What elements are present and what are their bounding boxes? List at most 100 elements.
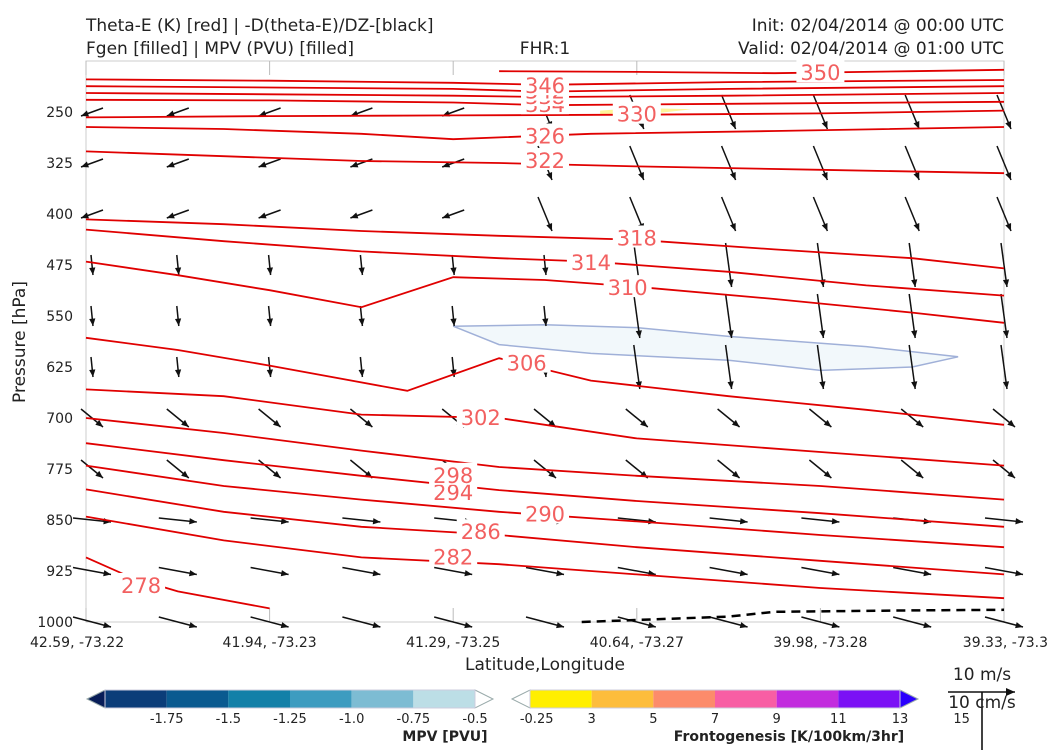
wind-vector-head xyxy=(915,419,924,427)
wind-vector-head xyxy=(103,570,111,577)
y-tick-label: 850 xyxy=(46,513,73,529)
wind-vector-head xyxy=(1002,381,1010,389)
wind-vector xyxy=(908,293,916,339)
wind-vector-head xyxy=(95,419,103,427)
wind-vector xyxy=(908,344,916,390)
wind-vector-head xyxy=(280,622,289,629)
fgen-colorbar: 3 5 7 9 11 13 15 xyxy=(510,689,970,727)
contour-label-bg xyxy=(612,101,661,124)
wind-vector-head xyxy=(731,419,740,427)
wind-vector xyxy=(816,242,825,288)
contour-label-bg xyxy=(603,275,652,298)
theta-e-contour-label: 298 xyxy=(433,464,473,488)
theta-e-contour-label: 318 xyxy=(617,226,657,250)
wind-vector xyxy=(633,293,641,339)
wind-vector-head xyxy=(181,470,189,478)
wind-vector-head xyxy=(548,470,556,478)
wind-vector-head xyxy=(831,622,840,629)
wind-vector-head xyxy=(635,330,642,338)
theta-e-contour xyxy=(85,515,1005,600)
colorbar-tick: 5 xyxy=(649,712,657,727)
wind-vector-head xyxy=(358,318,365,326)
y-tick-label: 550 xyxy=(46,309,73,325)
wind-vector xyxy=(816,344,825,390)
wind-vector-head xyxy=(638,172,644,180)
wind-vector-head xyxy=(821,223,828,231)
y-tick-label: 325 xyxy=(46,156,73,172)
title-left-2: Fgen [filled] | MPV (PVU) [filled] xyxy=(86,39,354,59)
contour-label-bg xyxy=(521,147,569,170)
wind-vector-head xyxy=(1015,518,1023,525)
wind-vector-head xyxy=(266,369,273,377)
theta-e-contour-label: 310 xyxy=(608,276,648,300)
wind-vector-head xyxy=(272,470,281,478)
wind-vector-head xyxy=(81,161,89,168)
colorbar-tip-left xyxy=(85,689,106,709)
wind-vector xyxy=(1000,344,1008,390)
theta-e-contour-label: 350 xyxy=(800,61,840,85)
y-tick-label: 1000 xyxy=(37,615,73,631)
theta-e-contour xyxy=(85,336,1005,426)
theta-e-contour xyxy=(85,126,1005,141)
contour-label-bg xyxy=(521,501,569,524)
x-tick-label: 41.94, -73.23 xyxy=(223,635,317,651)
contour-label-bg xyxy=(456,519,505,542)
wind-vector-head xyxy=(546,172,553,180)
wind-vector-head xyxy=(1015,570,1023,577)
theta-e-contour xyxy=(85,78,1005,86)
wind-vector-head xyxy=(913,172,920,180)
wind-vector-head xyxy=(542,318,549,326)
wind-vector-head xyxy=(915,470,924,478)
colorbar-swatch xyxy=(530,690,592,708)
stability-contour xyxy=(581,608,1005,624)
theta-e-contour xyxy=(85,442,1005,528)
theta-e-contour-label: 322 xyxy=(525,149,565,173)
y-tick-label: 775 xyxy=(46,462,73,478)
wind-vector-head xyxy=(258,212,267,219)
contour-label-bg xyxy=(796,60,845,83)
y-axis-ticks: 250 325 400 475 550 625 700 775 850 925 1000 xyxy=(37,105,73,631)
theta-e-contour-label: 302 xyxy=(461,406,501,430)
colorbar-tick: -0.25 xyxy=(520,712,554,727)
contour-label-bg xyxy=(456,405,505,427)
contour-labels: 2782822862902942983023063103143183223263… xyxy=(117,60,845,598)
colorbar-swatch xyxy=(105,690,167,708)
wind-vector-head xyxy=(729,172,736,180)
reference-vector-top-label: 10 m/s xyxy=(953,665,1011,685)
theta-e-contour xyxy=(85,260,1005,324)
wind-vector-head xyxy=(364,419,373,427)
forecast-hour: FHR:1 xyxy=(520,39,570,59)
wind-vector-head xyxy=(174,267,182,275)
colorbar-tick: -1.75 xyxy=(150,712,184,727)
colorbar-swatch xyxy=(838,690,900,708)
contour-label-bg xyxy=(429,462,478,485)
theta-e-contour xyxy=(85,464,1005,549)
stability-dashed-line xyxy=(581,608,1005,624)
x-tick-label: 41.29, -73.25 xyxy=(406,635,500,651)
colorbar-swatch xyxy=(653,690,715,708)
wind-vector-head xyxy=(266,267,273,275)
colorbar-swatch xyxy=(228,690,290,708)
wind-vector-head xyxy=(358,369,365,377)
wind-vector-head xyxy=(727,381,734,389)
colorbar-swatch xyxy=(715,690,777,708)
wind-vector-head xyxy=(821,172,828,180)
x-axis-label: Latitude,Longitude xyxy=(465,655,625,675)
wind-vector-head xyxy=(1007,419,1015,427)
reference-vector-bottom-label: 10 cm/s xyxy=(948,693,1016,713)
contour-label-bg xyxy=(429,479,478,502)
theta-e-contour xyxy=(85,109,1005,119)
wind-vector-head xyxy=(266,318,273,326)
contour-label-bg xyxy=(521,123,569,146)
wind-vector-head xyxy=(731,470,740,478)
theta-e-contour xyxy=(85,218,1005,270)
wind-vector-head xyxy=(89,318,96,326)
colorbar-swatch xyxy=(591,690,654,708)
mpv-fill xyxy=(452,324,959,372)
wind-vector-head xyxy=(913,223,920,231)
y-tick-label: 400 xyxy=(46,207,73,223)
wind-vector-head xyxy=(174,318,182,326)
contour-label-bg xyxy=(429,544,478,567)
colorbar-swatch xyxy=(290,690,352,708)
contour-label-bg xyxy=(502,350,551,373)
